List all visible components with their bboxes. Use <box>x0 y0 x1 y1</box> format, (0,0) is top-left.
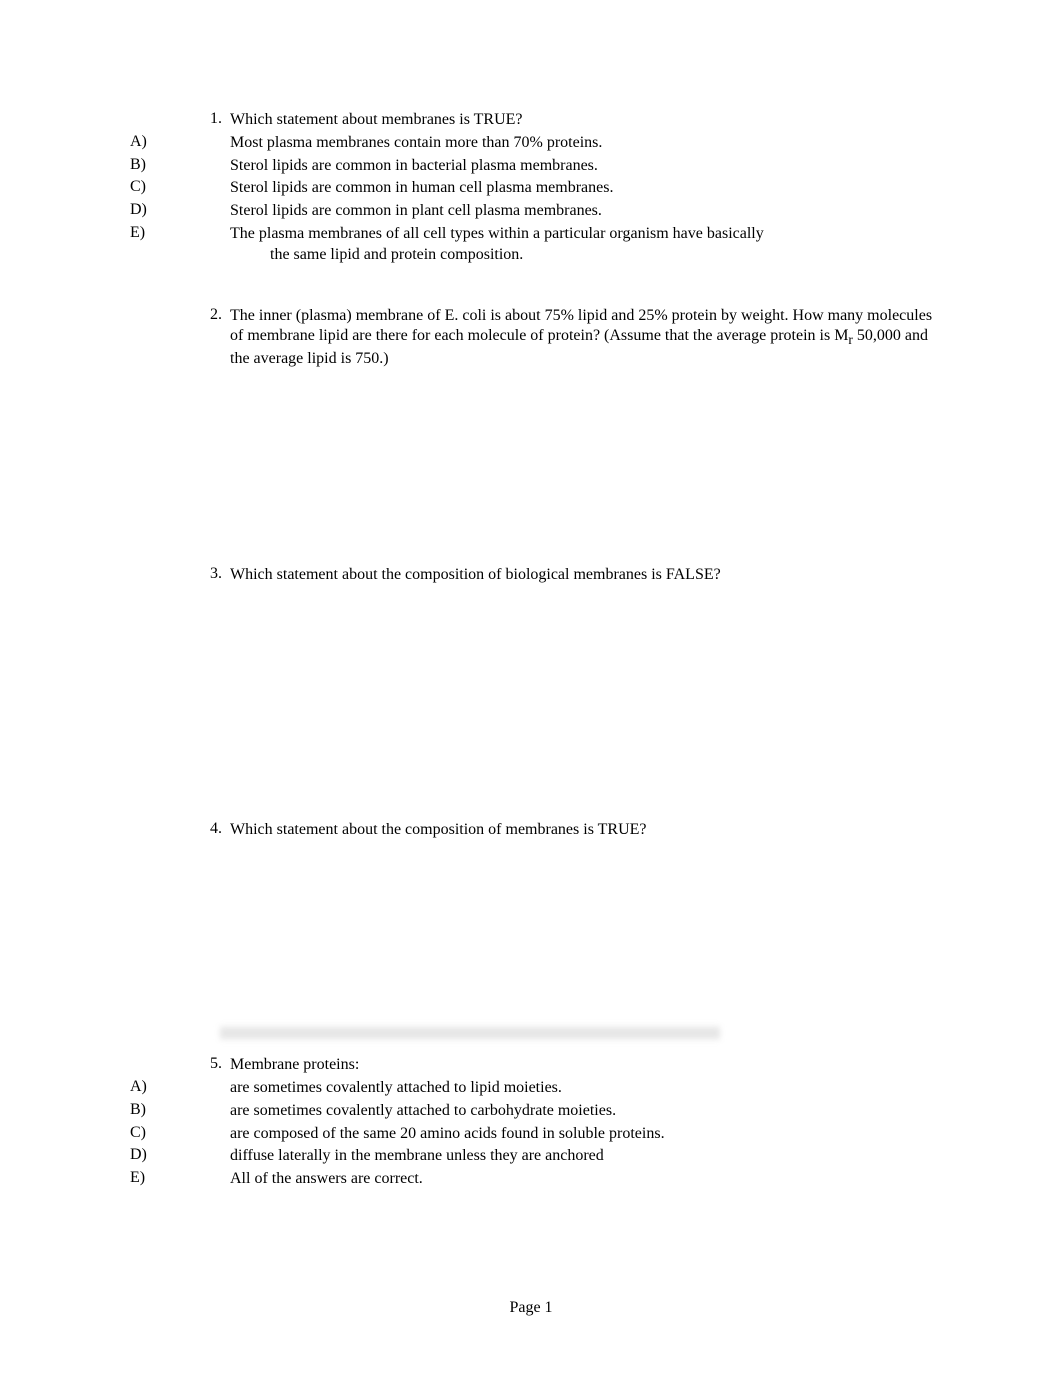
question-2-prompt: 2. The inner (plasma) membrane of E. col… <box>130 306 942 370</box>
question-text: Which statement about membranes is TRUE? <box>230 110 942 131</box>
option-text: Sterol lipids are common in human cell p… <box>230 178 942 199</box>
question-4-prompt: 4. Which statement about the composition… <box>130 820 942 841</box>
question-4: 4. Which statement about the composition… <box>130 820 942 841</box>
question-number: 4. <box>170 820 230 838</box>
option-letter: B) <box>130 156 230 174</box>
option-row: C) are composed of the same 20 amino aci… <box>130 1124 942 1145</box>
option-text: are sometimes covalently attached to car… <box>230 1101 942 1122</box>
question-3-prompt: 3. Which statement about the composition… <box>130 565 942 586</box>
question-3: 3. Which statement about the composition… <box>130 565 942 586</box>
question-5-prompt: 5. Membrane proteins: <box>130 1055 942 1076</box>
spacer <box>130 625 942 820</box>
question-5: 5. Membrane proteins: A) are sometimes c… <box>130 1055 942 1190</box>
question-number: 1. <box>170 110 230 128</box>
option-letter: E) <box>130 224 230 242</box>
option-text-cont: the same lipid and protein composition. <box>230 246 523 263</box>
option-letter: B) <box>130 1101 230 1119</box>
spacer <box>130 410 942 565</box>
question-text: Which statement about the composition of… <box>230 565 942 586</box>
option-letter: C) <box>130 178 230 196</box>
question-1: 1. Which statement about membranes is TR… <box>130 110 942 266</box>
option-text: are sometimes covalently attached to lip… <box>230 1078 942 1099</box>
question-number: 3. <box>170 565 230 583</box>
option-row: B) Sterol lipids are common in bacterial… <box>130 156 942 177</box>
option-text: Most plasma membranes contain more than … <box>230 133 942 154</box>
option-letter: E) <box>130 1169 230 1187</box>
question-number: 2. <box>170 306 230 324</box>
option-letter: D) <box>130 1146 230 1164</box>
option-row: A) are sometimes covalently attached to … <box>130 1078 942 1099</box>
question-text: Membrane proteins: <box>230 1055 942 1076</box>
option-letter: A) <box>130 1078 230 1096</box>
question-2: 2. The inner (plasma) membrane of E. col… <box>130 306 942 370</box>
question-1-prompt: 1. Which statement about membranes is TR… <box>130 110 942 131</box>
option-row: E) All of the answers are correct. <box>130 1169 942 1190</box>
option-row: D) Sterol lipids are common in plant cel… <box>130 201 942 222</box>
option-row: A) Most plasma membranes contain more th… <box>130 133 942 154</box>
option-text: are composed of the same 20 amino acids … <box>230 1124 942 1145</box>
option-row: C) Sterol lipids are common in human cel… <box>130 178 942 199</box>
option-row: B) are sometimes covalently attached to … <box>130 1101 942 1122</box>
option-text: All of the answers are correct. <box>230 1169 942 1190</box>
question-number: 5. <box>170 1055 230 1073</box>
option-row: E) The plasma membranes of all cell type… <box>130 224 942 266</box>
option-letter: A) <box>130 133 230 151</box>
option-row: D) diffuse laterally in the membrane unl… <box>130 1146 942 1167</box>
option-letter: D) <box>130 201 230 219</box>
page-number: Page 1 <box>0 1299 1062 1317</box>
option-text: Sterol lipids are common in plant cell p… <box>230 201 942 222</box>
blurred-content <box>220 1026 720 1040</box>
question-text: The inner (plasma) membrane of E. coli i… <box>230 306 942 370</box>
option-text: Sterol lipids are common in bacterial pl… <box>230 156 942 177</box>
spacer <box>130 881 942 1026</box>
option-text: The plasma membranes of all cell types w… <box>230 224 942 266</box>
option-text: diffuse laterally in the membrane unless… <box>230 1146 942 1167</box>
option-letter: C) <box>130 1124 230 1142</box>
question-text: Which statement about the composition of… <box>230 820 942 841</box>
